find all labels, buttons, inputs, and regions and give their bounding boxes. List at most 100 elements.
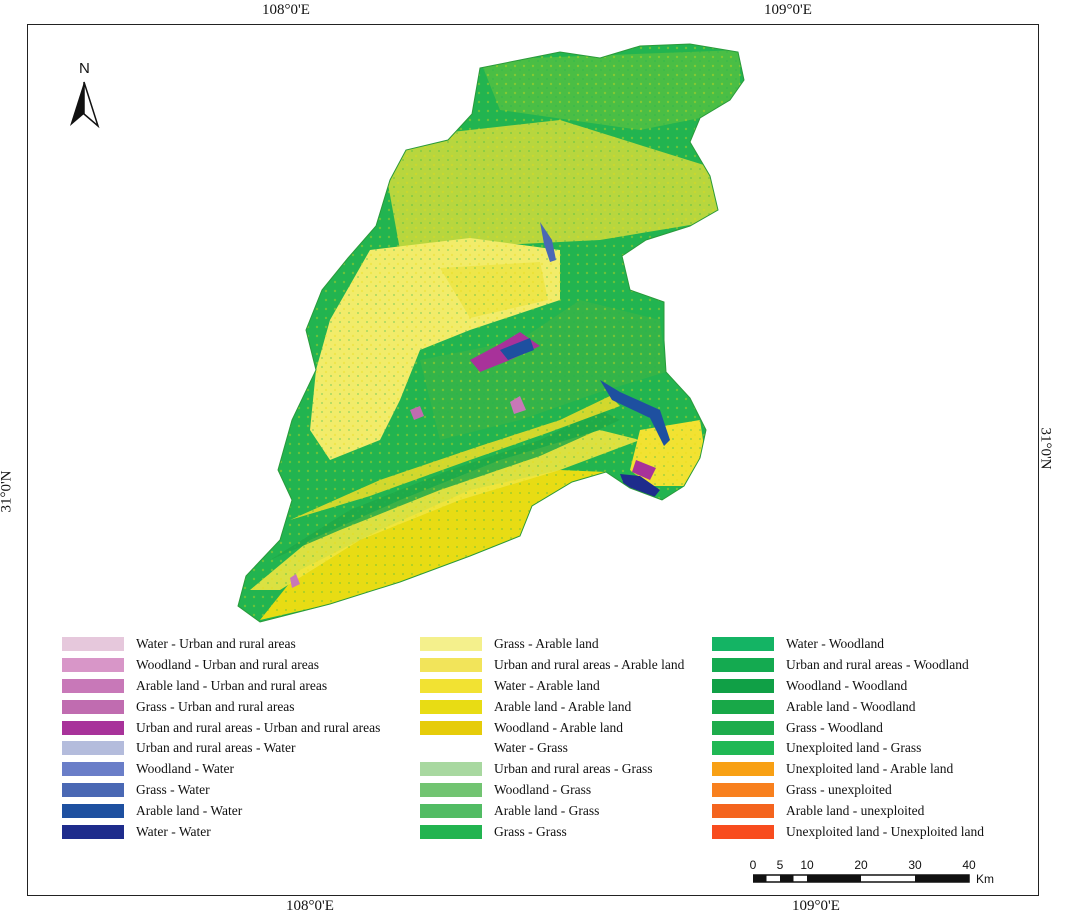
legend-label: Arable land - Grass: [494, 802, 600, 818]
bottom-lon-label-108: 108°0'E: [286, 898, 334, 914]
legend-swatch: [420, 782, 482, 797]
legend-swatch: [62, 803, 124, 818]
scale-label-0: 0: [749, 858, 757, 872]
legend-item: Arable land - unexploited: [712, 800, 984, 821]
legend-swatch: [62, 637, 124, 652]
legend-item: Woodland - Urban and rural areas: [62, 655, 380, 676]
legend-label: Water - Woodland: [786, 636, 885, 652]
legend-item: Woodland - Grass: [420, 780, 684, 801]
legend-label: Water - Grass: [494, 740, 568, 756]
legend-label: Arable land - Water: [136, 802, 243, 818]
legend-item: Grass - Arable land: [420, 634, 684, 655]
legend-label: Woodland - Arable land: [494, 719, 624, 735]
scale-bar-segments: [753, 874, 970, 883]
legend-item: Unexploited land - Grass: [712, 738, 984, 759]
legend-item: Water - Arable land: [420, 676, 684, 697]
north-label: N: [79, 60, 90, 77]
legend-item: Water - Urban and rural areas: [62, 634, 380, 655]
legend-swatch: [712, 782, 774, 797]
legend-swatch: [420, 762, 482, 777]
legend-swatch: [420, 824, 482, 839]
scale-label-5: 5: [776, 858, 784, 872]
legend-item: Arable land - Arable land: [420, 696, 684, 717]
legend-swatch: [420, 720, 482, 735]
legend-label: Urban and rural areas - Grass: [494, 761, 653, 777]
legend-item: Water - Woodland: [712, 634, 984, 655]
scale-unit: Km: [976, 872, 994, 886]
legend-swatch: [62, 741, 124, 756]
legend-item: Grass - unexploited: [712, 780, 984, 801]
legend-label: Arable land - Urban and rural areas: [136, 677, 328, 693]
legend-swatch: [712, 720, 774, 735]
legend-label: Grass - Arable land: [494, 636, 599, 652]
legend-label: Unexploited land - Arable land: [786, 761, 954, 777]
legend-column-1: Water - Urban and rural areas Woodland - …: [62, 634, 380, 842]
legend-item: Water - Grass: [420, 738, 684, 759]
legend-swatch: [62, 699, 124, 714]
top-lon-label-108: 108°0'E: [262, 2, 310, 18]
scale-label-10: 10: [800, 858, 814, 872]
legend-label: Urban and rural areas - Arable land: [494, 657, 685, 673]
legend-swatch: [712, 824, 774, 839]
legend-item: Water - Water: [62, 821, 380, 842]
legend-swatch: [712, 699, 774, 714]
legend-label: Woodland - Water: [136, 761, 235, 777]
legend-label: Arable land - Woodland: [786, 698, 916, 714]
north-arrow-icon: [70, 81, 100, 129]
legend-label: Grass - Grass: [494, 823, 567, 839]
legend-label: Arable land - unexploited: [786, 802, 925, 818]
legend-label: Water - Water: [136, 823, 211, 839]
legend-label: Woodland - Urban and rural areas: [136, 657, 319, 673]
legend-swatch: [712, 803, 774, 818]
legend-item: Urban and rural areas - Urban and rural …: [62, 717, 380, 738]
scale-label-30: 30: [908, 858, 922, 872]
legend-label: Woodland - Grass: [494, 781, 592, 797]
legend-item: Unexploited land - Unexploited land: [712, 821, 984, 842]
scale-label-40: 40: [962, 858, 976, 872]
legend-swatch: [62, 658, 124, 673]
bottom-lon-label-109: 109°0'E: [792, 898, 840, 914]
legend-label: Arable land - Arable land: [494, 698, 632, 714]
legend-swatch: [712, 658, 774, 673]
legend-swatch: [420, 637, 482, 652]
legend-item: Grass - Urban and rural areas: [62, 696, 380, 717]
legend-column-3: Water - Woodland Urban and rural areas - …: [712, 634, 984, 842]
legend-item: Arable land - Water: [62, 800, 380, 821]
legend-swatch: [62, 720, 124, 735]
legend-item: Urban and rural areas - Arable land: [420, 655, 684, 676]
legend-swatch: [420, 678, 482, 693]
legend-label: Water - Arable land: [494, 677, 600, 693]
legend-label: Urban and rural areas - Urban and rural …: [136, 719, 381, 735]
legend-item: Arable land - Woodland: [712, 696, 984, 717]
legend-swatch: [420, 803, 482, 818]
legend-swatch: [712, 741, 774, 756]
legend-swatch: [420, 741, 482, 756]
legend-label: Urban and rural areas - Woodland: [786, 657, 969, 673]
legend-swatch: [712, 678, 774, 693]
legend-label: Unexploited land - Grass: [786, 740, 922, 756]
legend-label: Grass - unexploited: [786, 781, 892, 797]
legend-label: Grass - Water: [136, 781, 210, 797]
legend-item: Woodland - Arable land: [420, 717, 684, 738]
legend-swatch: [62, 762, 124, 777]
legend-column-2: Grass - Arable land Urban and rural areas…: [420, 634, 684, 842]
legend-item: Arable land - Urban and rural areas: [62, 676, 380, 697]
legend-item: Urban and rural areas - Woodland: [712, 655, 984, 676]
scale-label-20: 20: [854, 858, 868, 872]
legend-swatch: [62, 782, 124, 797]
legend-item: Grass - Woodland: [712, 717, 984, 738]
legend-swatch: [62, 678, 124, 693]
legend-item: Urban and rural areas - Water: [62, 738, 380, 759]
top-lon-label-109: 109°0'E: [764, 2, 812, 18]
legend-item: Woodland - Water: [62, 759, 380, 780]
scale-bar: 0 5 10 20 30 40 Km: [742, 858, 994, 888]
legend-item: Arable land - Grass: [420, 800, 684, 821]
legend-swatch: [420, 658, 482, 673]
legend-item: Unexploited land - Arable land: [712, 759, 984, 780]
legend-item: Urban and rural areas - Grass: [420, 759, 684, 780]
legend-label: Grass - Woodland: [786, 719, 883, 735]
legend-swatch: [62, 824, 124, 839]
legend-label: Woodland - Woodland: [786, 677, 908, 693]
legend-item: Grass - Grass: [420, 821, 684, 842]
